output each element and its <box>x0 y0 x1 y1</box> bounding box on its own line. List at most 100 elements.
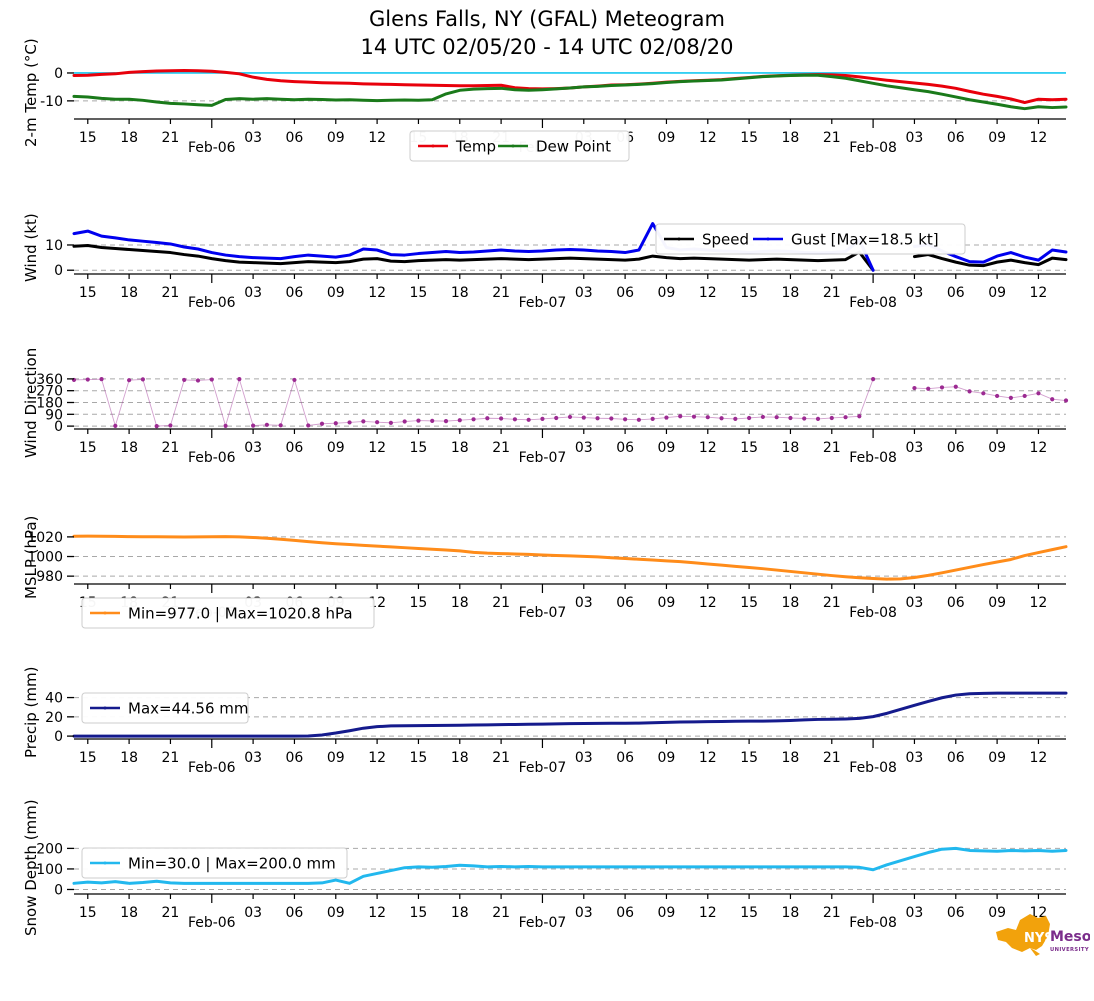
legend-temp: Temp Dew Point <box>409 130 630 162</box>
data-point <box>912 385 917 391</box>
data-point <box>567 414 573 420</box>
data-point <box>747 415 752 421</box>
logo-nys-text: NYS <box>1024 931 1054 946</box>
x-date-tick-label: Feb-08 <box>849 140 897 156</box>
y-tick-label: 1000 <box>27 550 63 566</box>
data-point <box>347 420 352 425</box>
x-hour-tick-label: 18 <box>451 440 469 456</box>
y-tick-label: 100 <box>36 862 63 878</box>
x-hour-tick-label: 21 <box>492 440 510 456</box>
data-point <box>388 420 393 425</box>
x-hour-tick-label: 21 <box>823 130 841 146</box>
series-line-dew-point <box>72 73 1068 111</box>
x-hour-tick-label: 06 <box>616 595 634 611</box>
x-hour-tick-label: 06 <box>616 285 634 301</box>
x-hour-tick-label: 12 <box>368 440 386 456</box>
x-hour-tick-label: 21 <box>492 750 510 766</box>
legend-label: Speed <box>702 231 749 249</box>
x-hour-tick-label: 03 <box>906 440 924 456</box>
y-axis-label-snow: Snow Depth (mm) <box>22 799 40 936</box>
y-axis-label-precip: Precip (mm) <box>22 666 40 758</box>
x-date-tick-label: Feb-06 <box>188 295 236 311</box>
panel-wind-speed: 0 10 15 18 21 03 06 09 12 15 18 21 03 06 09 12 15 18 21 03 0… <box>0 213 1094 368</box>
y-tick-label: 90 <box>45 407 63 423</box>
y-tick-label: 1020 <box>27 530 63 546</box>
x-hour-tick-label: 06 <box>286 750 304 766</box>
data-point <box>953 384 958 389</box>
x-date-tick-label: Feb-07 <box>519 915 567 931</box>
data-point <box>430 418 435 423</box>
x-hour-tick-label: 21 <box>823 440 841 456</box>
y-tick-label: 270 <box>36 384 63 400</box>
x-date-tick-label: Feb-08 <box>849 295 897 311</box>
logo-subtitle-text: UNIVERSITY AT ALBANY <box>1050 947 1090 953</box>
x-hour-tick-label: 12 <box>1030 595 1048 611</box>
x-hour-tick-label: 21 <box>162 285 180 301</box>
y-tick-label: 10 <box>45 238 63 254</box>
x-hour-tick-label: 09 <box>988 130 1006 146</box>
data-point <box>1036 391 1041 396</box>
legend-label: Gust [Max=18.5 kt] <box>791 231 939 249</box>
x-hour-tick-label: 09 <box>327 440 345 456</box>
y-tick-label: 0 <box>54 729 63 745</box>
x-hour-tick-label: 03 <box>906 905 924 921</box>
x-date-tick-label: Feb-08 <box>849 450 897 466</box>
data-point <box>223 423 228 428</box>
panel-precip: 0 20 40 15 18 21 03 06 09 12 15 18 21 03 06 09 12 15 18 21 0… <box>0 667 1094 833</box>
data-point <box>168 423 173 428</box>
legend-snow: Min=30.0 | Max=200.0 mm <box>81 847 348 879</box>
x-hour-tick-label: 06 <box>947 595 965 611</box>
data-point <box>113 423 118 428</box>
x-hour-tick-label: 12 <box>699 440 717 456</box>
x-hour-tick-label: 12 <box>699 285 717 301</box>
data-point <box>182 377 187 383</box>
x-hour-tick-label: 09 <box>988 750 1006 766</box>
panel-wind-direction: 0 90 180 270 360 15 18 21 03 06 09 12 15 18 21 03 06 09 12… <box>0 347 1094 523</box>
x-hour-tick-label: 15 <box>79 130 97 146</box>
x-hour-tick-label: 06 <box>286 440 304 456</box>
x-hour-tick-label: 03 <box>575 285 593 301</box>
data-point <box>127 378 132 383</box>
data-point <box>99 377 104 382</box>
y-axis-label-temp: 2-m Temp (°C) <box>22 38 40 147</box>
y-tick-label: 0 <box>54 66 63 82</box>
x-hour-tick-label: 03 <box>244 750 262 766</box>
legend-label: Max=44.56 mm <box>128 700 249 718</box>
data-point <box>967 389 972 394</box>
data-point <box>251 423 256 428</box>
x-hour-tick-label: 09 <box>658 130 676 146</box>
panel-mslp: 9801000102015182103060912151821030609121… <box>0 516 1094 678</box>
x-hour-tick-label: 09 <box>327 750 345 766</box>
data-point <box>306 423 311 428</box>
x-hour-tick-label: 18 <box>451 905 469 921</box>
x-hour-tick-label: 12 <box>1030 285 1048 301</box>
x-hour-tick-label: 12 <box>699 750 717 766</box>
x-hour-tick-label: 21 <box>823 285 841 301</box>
x-hour-tick-label: 18 <box>451 750 469 766</box>
x-hour-tick-label: 09 <box>658 750 676 766</box>
x-date-tick-label: Feb-07 <box>519 605 567 621</box>
legend-mslp: Min=977.0 | Max=1020.8 hPa <box>81 597 375 629</box>
data-point <box>664 415 669 420</box>
data-point <box>802 416 807 421</box>
x-hour-tick-label: 18 <box>120 440 138 456</box>
x-hour-tick-label: 09 <box>988 595 1006 611</box>
x-date-tick-label: Feb-08 <box>849 760 897 776</box>
x-hour-tick-label: 15 <box>79 285 97 301</box>
x-date-tick-label: Feb-06 <box>188 915 236 931</box>
x-date-tick-label: Feb-07 <box>519 295 567 311</box>
data-point <box>1022 393 1027 399</box>
data-point <box>995 393 1000 399</box>
data-point <box>815 416 821 421</box>
data-point <box>209 377 214 382</box>
x-hour-tick-label: 06 <box>947 750 965 766</box>
series-line-precip <box>72 691 1068 738</box>
data-point <box>774 415 779 420</box>
data-point <box>443 419 449 424</box>
x-hour-tick-label: 15 <box>740 440 758 456</box>
data-point <box>1008 395 1013 401</box>
data-point <box>264 422 269 427</box>
data-point <box>623 417 628 422</box>
x-hour-tick-label: 06 <box>947 440 965 456</box>
